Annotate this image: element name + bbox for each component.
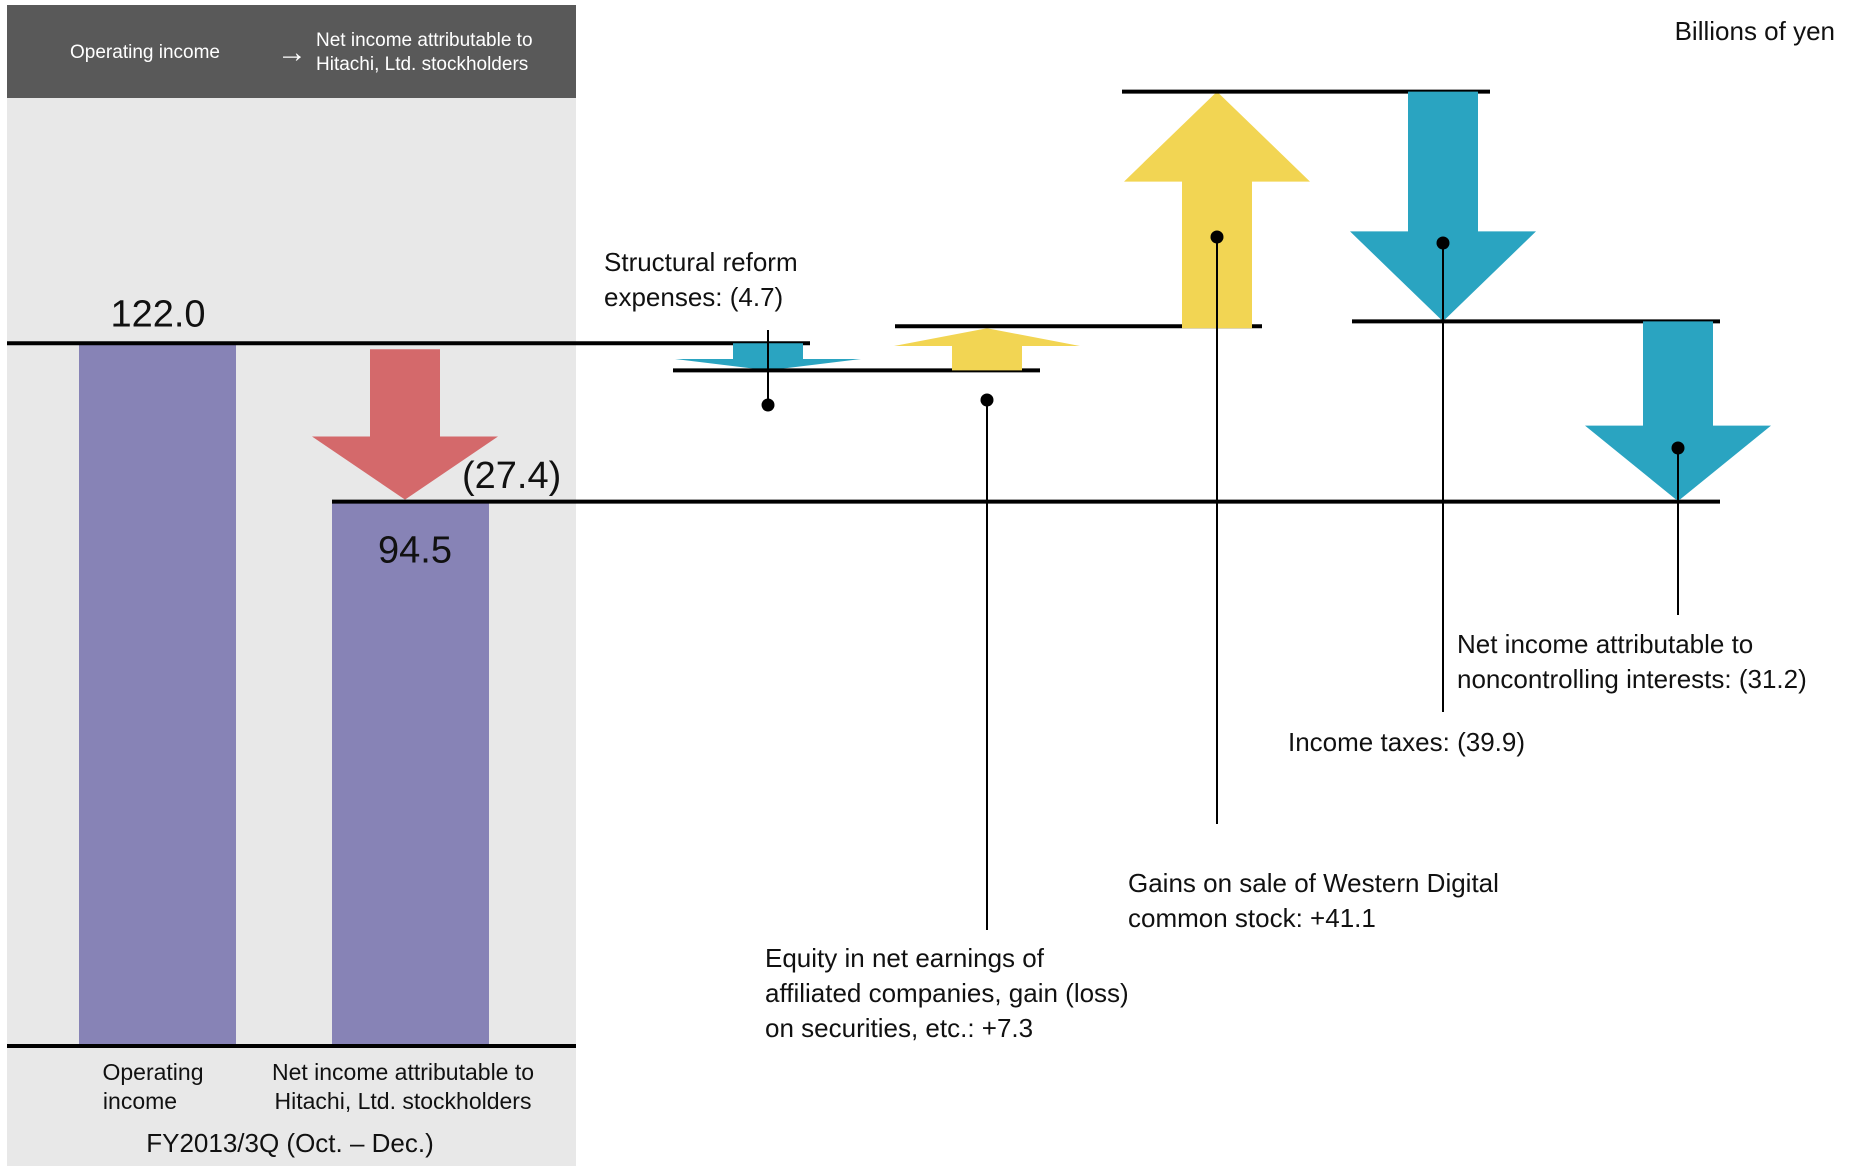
- category-label-operating-line1: Operating: [102, 1059, 203, 1085]
- step-label-nci-line1: Net income attributable to: [1457, 629, 1753, 659]
- arrow-total-change: [312, 349, 498, 500]
- header-right-label-line1: Net income attributable to: [316, 30, 533, 51]
- category-label-net-line1: Net income attributable to: [272, 1059, 534, 1085]
- arrow-taxes: [1350, 91, 1536, 322]
- step-label-structural-line2: expenses: (4.7): [604, 282, 783, 312]
- step-label-gains-line2: common stock: +41.1: [1128, 903, 1376, 933]
- header-arrow-icon: →: [277, 36, 307, 69]
- step-label-taxes-line1: Income taxes: (39.9): [1288, 727, 1525, 757]
- header-left-label: Operating income: [70, 42, 220, 63]
- step-label-structural-line1: Structural reform: [604, 247, 798, 277]
- step-label-equity-line1: Equity in net earnings of: [765, 943, 1045, 973]
- step-label-nci-line2: noncontrolling interests: (31.2): [1457, 664, 1807, 694]
- header-bar: [7, 5, 576, 98]
- bar-net-income: [332, 501, 489, 1046]
- category-label-operating-line2: income: [103, 1088, 177, 1114]
- step-label-equity-line2: affiliated companies, gain (loss): [765, 978, 1129, 1008]
- step-label-equity-line3: on securities, etc.: +7.3: [765, 1013, 1033, 1043]
- unit-label: Billions of yen: [1675, 16, 1835, 46]
- arrow-nci: [1585, 321, 1771, 502]
- value-label-operating-income: 122.0: [110, 293, 205, 335]
- header-right-label-line2: Hitachi, Ltd. stockholders: [316, 54, 528, 75]
- arrow-gains: [1124, 91, 1310, 329]
- category-label-net-line2: Hitachi, Ltd. stockholders: [275, 1088, 532, 1114]
- arrow-equity: [894, 328, 1080, 371]
- period-label: FY2013/3Q (Oct. – Dec.): [146, 1128, 434, 1158]
- value-label-total-change: (27.4): [462, 455, 561, 497]
- value-label-net-income: 94.5: [378, 530, 452, 572]
- bar-operating-income: [79, 343, 236, 1046]
- step-label-gains-line1: Gains on sale of Western Digital: [1128, 868, 1499, 898]
